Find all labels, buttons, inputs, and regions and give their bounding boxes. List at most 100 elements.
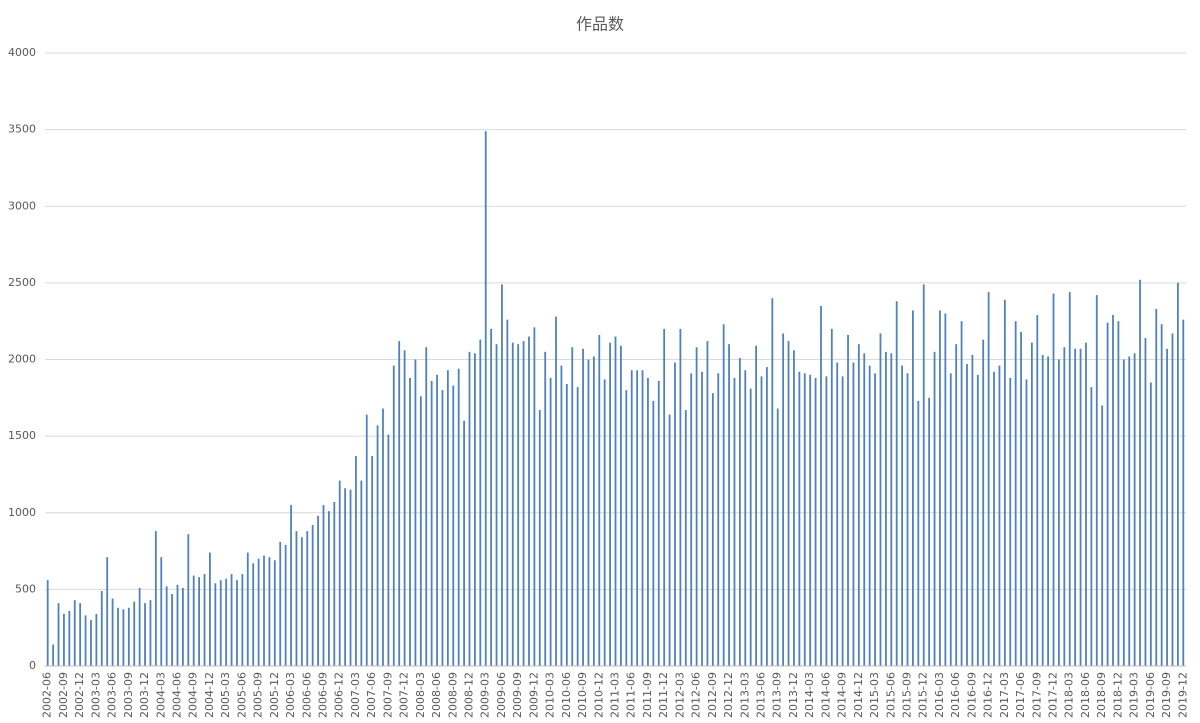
bar <box>1160 324 1163 666</box>
x-tick-label: 2011-09 <box>641 672 654 718</box>
x-tick-label: 2015-09 <box>901 672 914 718</box>
bar <box>722 324 725 666</box>
bar <box>1128 356 1131 666</box>
x-tick-label: 2011-06 <box>625 672 638 718</box>
y-tick-label: 2000 <box>8 353 36 366</box>
bar <box>479 339 482 666</box>
bar <box>414 359 417 666</box>
bar <box>609 342 611 666</box>
bar <box>895 301 898 666</box>
bar <box>154 531 157 666</box>
bar <box>830 328 833 666</box>
bar <box>46 580 49 666</box>
bar <box>847 334 849 666</box>
x-tick-label: 2008-03 <box>414 672 427 718</box>
x-tick-label: 2017-03 <box>998 672 1011 718</box>
bar <box>782 333 785 666</box>
x-tick-label: 2003-12 <box>138 672 151 718</box>
bar <box>760 376 763 666</box>
x-tick-label: 2009-12 <box>527 672 540 718</box>
bar <box>284 544 287 666</box>
bar <box>149 600 152 666</box>
bar <box>84 615 87 666</box>
x-tick-label: 2009-03 <box>479 672 492 718</box>
bar <box>738 357 741 666</box>
bar <box>300 537 303 666</box>
bar <box>392 365 395 666</box>
bar <box>544 351 547 666</box>
x-tick-label: 2006-09 <box>316 672 329 718</box>
bar <box>1166 348 1168 666</box>
x-tick-label: 2007-12 <box>398 672 411 718</box>
bar <box>290 505 292 666</box>
bar <box>565 384 568 666</box>
bar <box>1009 377 1012 666</box>
bar <box>192 575 195 666</box>
x-tick-label: 2004-09 <box>187 672 200 718</box>
bar <box>1041 354 1044 666</box>
x-tick-label: 2003-09 <box>122 672 135 718</box>
bar <box>1063 347 1066 666</box>
x-tick-label: 2007-06 <box>365 672 378 718</box>
bar <box>598 334 601 666</box>
bar <box>641 370 644 666</box>
x-tick-label: 2019-03 <box>1128 672 1141 718</box>
x-tick-label: 2016-09 <box>965 672 978 718</box>
x-tick-label: 2014-12 <box>852 672 865 718</box>
bar <box>874 373 876 666</box>
bar <box>809 374 812 666</box>
x-tick-label: 2016-06 <box>949 672 962 718</box>
bar <box>533 327 536 666</box>
x-tick-label: 2004-12 <box>203 672 216 718</box>
x-tick-label: 2002-06 <box>41 672 54 718</box>
x-tick-label: 2005-09 <box>252 672 265 718</box>
x-tick-label: 2012-03 <box>673 672 686 718</box>
bar <box>436 374 438 666</box>
bar <box>241 574 244 666</box>
bar <box>430 380 433 666</box>
bar <box>971 354 974 666</box>
bar <box>836 362 839 666</box>
x-tick-label: 2011-03 <box>609 672 622 718</box>
bar <box>630 370 633 666</box>
bar <box>219 580 222 666</box>
bar <box>1182 319 1185 666</box>
x-tick-label: 2015-12 <box>917 672 930 718</box>
bar <box>1176 282 1179 666</box>
bar <box>446 370 449 666</box>
bar <box>1112 315 1114 666</box>
x-tick-label: 2005-06 <box>235 672 248 718</box>
x-tick-label: 2010-03 <box>544 672 557 718</box>
bar <box>852 362 855 666</box>
bar <box>68 610 71 666</box>
y-tick-label: 3500 <box>8 123 36 136</box>
x-tick-label: 2010-09 <box>576 672 589 718</box>
x-tick-label: 2017-12 <box>1047 672 1060 718</box>
bar <box>511 342 514 666</box>
bar <box>603 379 606 666</box>
bar <box>382 408 384 666</box>
bar <box>317 515 319 666</box>
bar <box>728 344 730 666</box>
bar <box>111 598 114 666</box>
x-tick-label: 2014-06 <box>819 672 832 718</box>
y-tick-label: 2500 <box>8 276 36 289</box>
bar <box>349 489 352 666</box>
x-tick-label: 2012-12 <box>722 672 735 718</box>
bar <box>949 373 952 666</box>
bar <box>484 131 487 667</box>
x-tick-label: 2009-06 <box>495 672 508 718</box>
bar <box>122 609 125 666</box>
y-tick-label: 4000 <box>8 46 36 59</box>
y-tick-label: 0 <box>29 659 36 672</box>
x-tick-label: 2017-09 <box>1030 672 1043 718</box>
bar <box>203 574 206 666</box>
bar <box>95 613 98 666</box>
x-tick-label: 2006-03 <box>284 672 297 718</box>
bar <box>230 574 233 666</box>
bar <box>820 305 822 666</box>
bar <box>868 365 871 666</box>
bar <box>668 414 671 666</box>
bar <box>982 339 985 666</box>
x-tick-label: 2005-12 <box>268 672 281 718</box>
